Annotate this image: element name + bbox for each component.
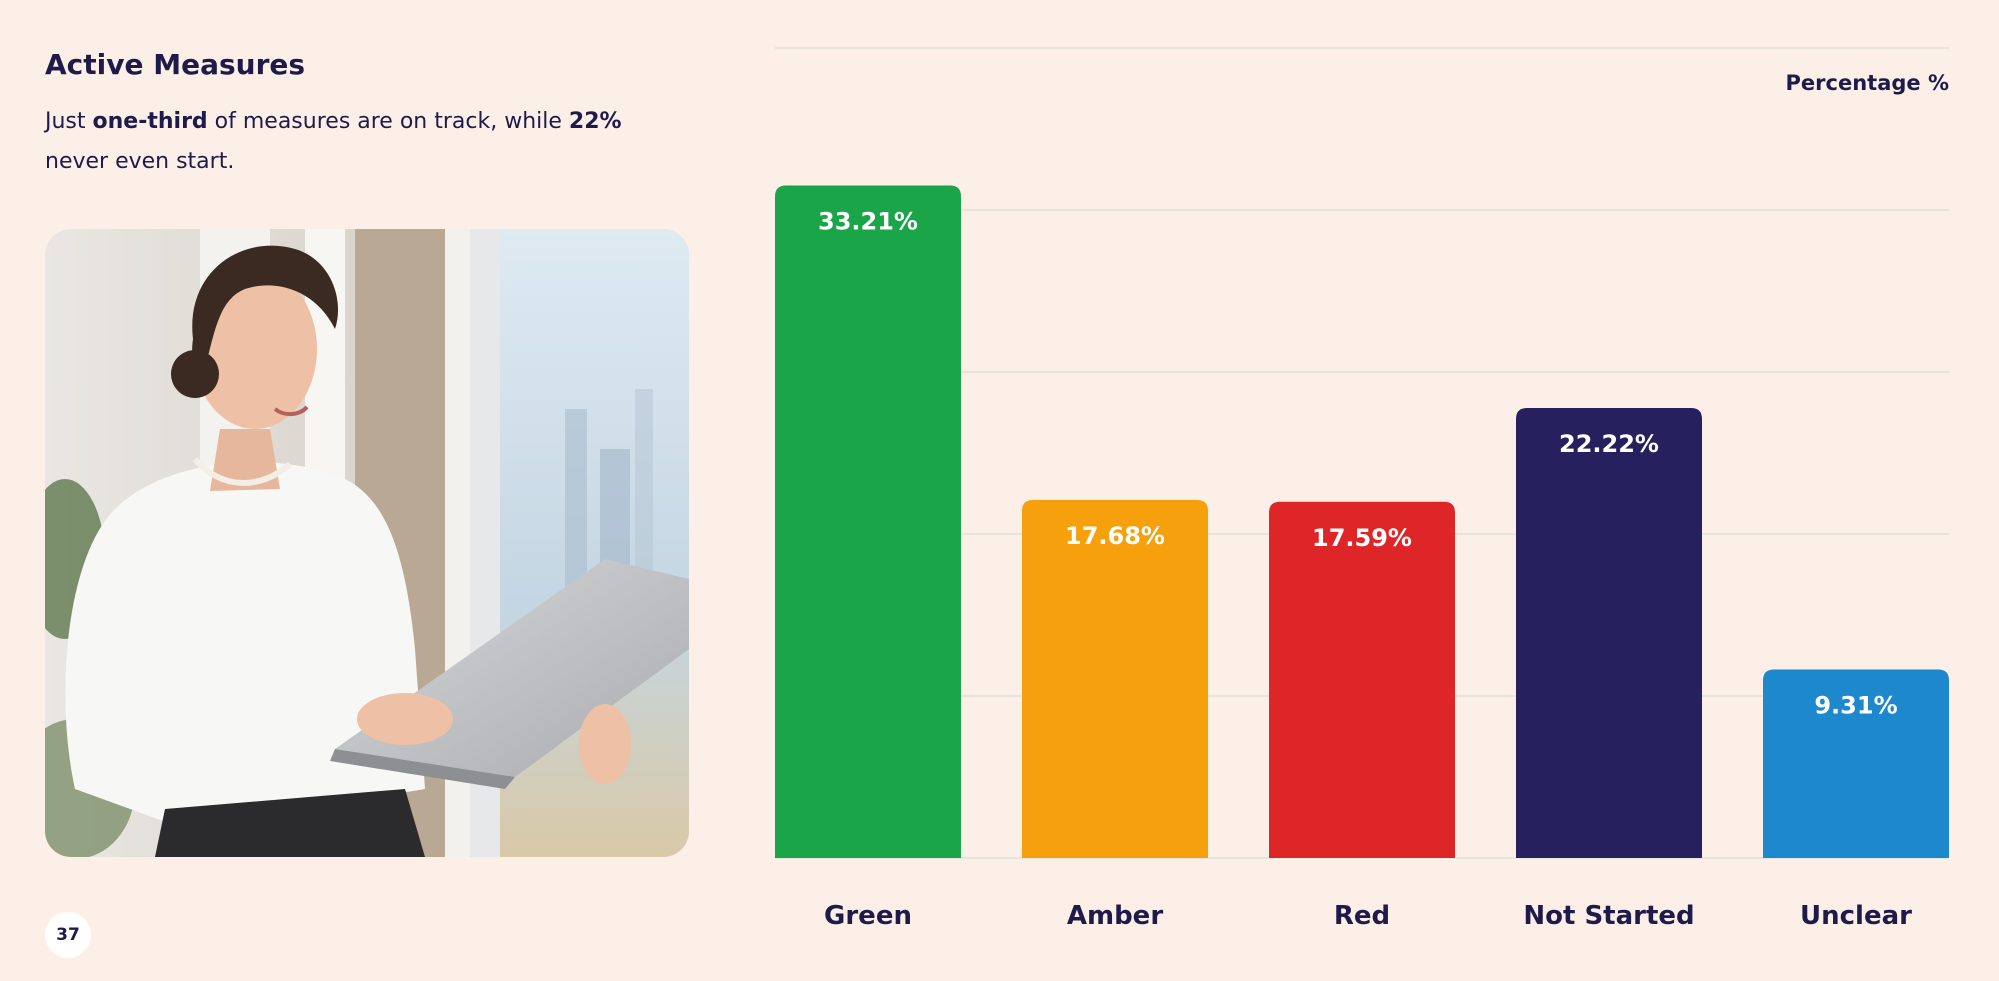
category-label: Amber xyxy=(1067,901,1163,931)
y-axis-label: Percentage % xyxy=(1786,71,1949,95)
photo xyxy=(45,229,689,857)
bar-not-started xyxy=(1516,408,1702,858)
subtitle-part: of measures are on track, while xyxy=(207,109,569,134)
page-number: 37 xyxy=(45,912,91,958)
bar-value-label: 33.21% xyxy=(818,207,918,235)
bar-value-label: 9.31% xyxy=(1814,691,1897,719)
category-label: Not Started xyxy=(1523,901,1694,931)
subtitle-part: 22% xyxy=(568,109,622,134)
category-label: Green xyxy=(824,901,912,931)
subtitle-part: Just xyxy=(45,109,93,134)
category-label: Red xyxy=(1334,901,1390,931)
bar-value-label: 17.68% xyxy=(1065,522,1165,550)
bar-amber xyxy=(1022,499,1208,858)
category-label: Unclear xyxy=(1800,901,1912,931)
bar-red xyxy=(1269,501,1455,858)
bar-value-label: 17.59% xyxy=(1312,524,1412,552)
bar-unclear xyxy=(1763,669,1949,858)
subtitle-part: never even start. xyxy=(45,149,235,174)
bar-green xyxy=(775,185,961,858)
woman-with-laptop-icon xyxy=(45,229,689,857)
page-title: Active Measures xyxy=(45,48,306,81)
page-subtitle: Just one-third of measures are on track,… xyxy=(45,102,685,182)
bars: 33.21% Green 17.68% Amber 17.59% Red 22.22% Not… xyxy=(775,185,1949,931)
subtitle-part: one-third xyxy=(92,109,208,134)
bar-value-label: 22.22% xyxy=(1559,430,1659,458)
